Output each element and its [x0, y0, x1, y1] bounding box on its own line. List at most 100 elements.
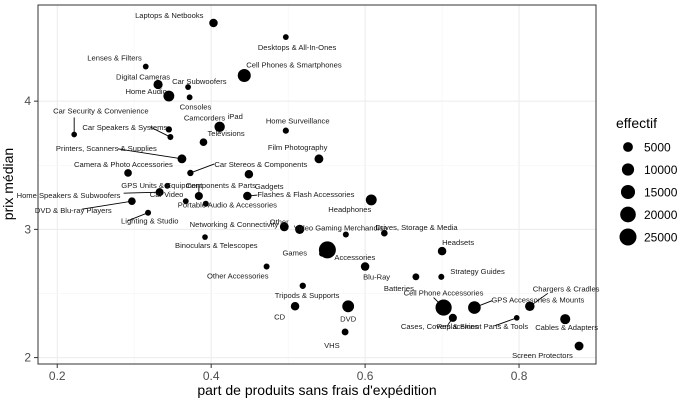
data-point [438, 273, 445, 280]
point-label: Video Gaming Merchandise [294, 224, 388, 233]
point-label: Blu-Ray [363, 273, 390, 282]
data-point [342, 231, 349, 238]
data-point [319, 250, 325, 257]
plot-background [38, 5, 596, 364]
label-leader-line [247, 194, 258, 197]
legend-label: 20000 [644, 208, 678, 222]
label-leader-line [81, 200, 132, 210]
point-label: Digital Cameras [116, 72, 170, 81]
data-point [437, 246, 447, 256]
legend-key [623, 142, 633, 152]
label-leader-line [433, 297, 444, 308]
legend-label: 10000 [644, 163, 678, 177]
data-point [187, 169, 194, 177]
axis-ticks: 0.2 0.4 0.6 0.8 2 3 4 [24, 94, 527, 383]
label-leader-line [529, 292, 549, 307]
point-label: Home Speakers & Subwoofers [17, 191, 121, 200]
point-label: Home Surveillance [266, 117, 330, 126]
data-point [290, 302, 300, 311]
data-point [282, 34, 289, 40]
point-label: Other [270, 217, 289, 226]
y-axis-title: prix médian [0, 148, 16, 220]
legend-label: 25000 [644, 231, 678, 245]
data-point [199, 138, 208, 147]
data-point [124, 169, 132, 177]
point-label: Accessories [334, 253, 375, 262]
point-label: GPS Accessories & Mounts [491, 296, 584, 305]
data-point [244, 169, 254, 179]
point-label: Cables & Adapters [535, 323, 598, 332]
data-point [381, 229, 388, 237]
point-label: Car Video [150, 190, 184, 199]
data-point [299, 282, 306, 289]
data-point [263, 263, 270, 270]
data-point [360, 262, 370, 271]
point-label: Home Audio [125, 87, 166, 96]
data-point [214, 121, 225, 132]
data-point [314, 154, 324, 164]
point-label: Strategy Guides [450, 267, 505, 276]
label-leader-line [127, 212, 149, 222]
point-label: GPS Units & Equipment [121, 181, 203, 190]
point-label: iPad [228, 112, 243, 121]
data-point [128, 197, 136, 206]
legend-label: 5000 [644, 141, 671, 155]
point-label: Desktops & All-In-Ones [258, 43, 337, 52]
label-leader-line [190, 163, 215, 174]
legend-key [620, 206, 636, 223]
point-label: Replacement Parts & Tools [437, 322, 529, 331]
data-point [341, 328, 349, 336]
data-point [560, 314, 571, 325]
data-point [185, 84, 192, 90]
legend-key [621, 163, 635, 176]
legend-key [619, 228, 637, 246]
point-label: Chargers & Cradles [533, 284, 600, 293]
point-label: Film Photography [268, 143, 328, 152]
point-label: Batteries [384, 284, 414, 293]
data-point [163, 90, 175, 102]
data-point [182, 198, 189, 205]
point-label: Flashes & Flash Accessories [257, 190, 354, 199]
x-tick-label: 0.8 [511, 369, 528, 383]
data-point [342, 300, 355, 313]
data-point [574, 341, 584, 351]
point-label: Networking & Connectivity [190, 220, 279, 229]
y-tick-label: 3 [24, 222, 31, 236]
point-label: Headsets [442, 238, 474, 247]
label-leader-line [494, 317, 517, 327]
label-leader-line [123, 191, 160, 194]
data-point [202, 234, 208, 240]
point-label: VHS [324, 341, 340, 350]
label-leader-line [150, 126, 171, 138]
y-tick-label: 4 [24, 94, 31, 108]
point-label: Car Subwoofers [172, 77, 227, 86]
data-point [202, 200, 209, 207]
data-point [186, 94, 193, 101]
x-axis-title: part de produits sans frais d'expédition [197, 382, 436, 398]
x-tick-label: 0.6 [357, 369, 374, 383]
point-label: Games [283, 249, 308, 258]
point-label: Cases, Covers & Skins [401, 322, 479, 331]
label-leader-line [117, 148, 182, 160]
data-point [365, 194, 377, 206]
point-labels: Laptops & Netbooks Desktops & All-In-Ones… [17, 11, 600, 360]
point-label: Drives, Storage & Media [375, 223, 458, 232]
data-point [209, 18, 218, 28]
legend-title: effectif [616, 115, 657, 131]
point-label: Binoculars & Telescopes [175, 241, 258, 250]
point-label: Lenses & Filters [87, 54, 142, 63]
grid [38, 5, 596, 364]
data-point [282, 127, 289, 134]
point-label: Lighting & Studio [121, 217, 178, 226]
plot-border [37, 4, 597, 365]
point-label: Cell Phones & Smartphones [246, 61, 342, 70]
data-point [142, 63, 149, 70]
data-point [164, 182, 171, 189]
point-label: Cell Phone Accessories [404, 289, 484, 298]
data-point [165, 126, 173, 133]
legend: effectif 5000 10000 15000 20000 25000 [616, 115, 678, 246]
point-label: Portable Audio & Accessories [178, 201, 277, 210]
legend-key [620, 184, 636, 200]
point-label: DVD & Blu-ray Players [35, 206, 112, 215]
